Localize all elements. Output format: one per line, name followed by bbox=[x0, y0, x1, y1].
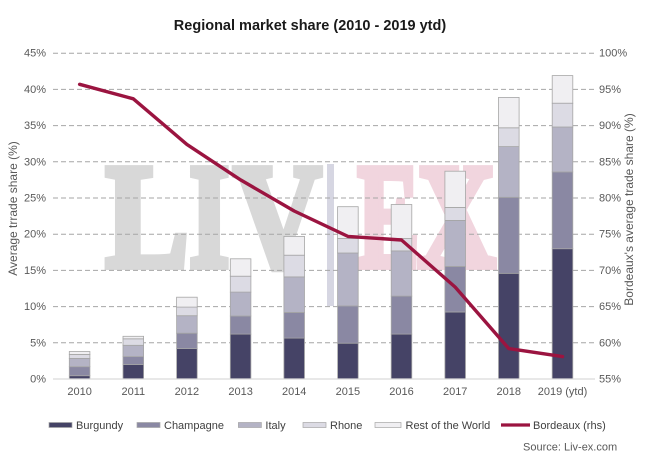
svg-text:35%: 35% bbox=[24, 120, 46, 132]
svg-text:2015: 2015 bbox=[336, 386, 360, 398]
svg-text:2018: 2018 bbox=[497, 386, 521, 398]
svg-text:5%: 5% bbox=[30, 337, 46, 349]
svg-text:Regional market share (2010 -: Regional market share (2010 - 2019 ytd) bbox=[174, 18, 447, 34]
svg-text:55%: 55% bbox=[599, 374, 621, 386]
svg-text:95%: 95% bbox=[599, 84, 621, 96]
svg-text:Bordeaux's average trade share: Bordeaux's average trade share (%) bbox=[622, 113, 636, 305]
svg-text:2017: 2017 bbox=[443, 386, 467, 398]
svg-text:Bordeaux (rhs): Bordeaux (rhs) bbox=[533, 420, 606, 432]
svg-text:2012: 2012 bbox=[175, 386, 199, 398]
svg-text:100%: 100% bbox=[599, 48, 627, 60]
svg-text:65%: 65% bbox=[599, 301, 621, 313]
svg-text:10%: 10% bbox=[24, 301, 46, 313]
svg-text:2019 (ytd): 2019 (ytd) bbox=[538, 386, 588, 398]
svg-text:90%: 90% bbox=[599, 120, 621, 132]
svg-text:2013: 2013 bbox=[228, 386, 252, 398]
svg-text:Source: Liv-ex.com: Source: Liv-ex.com bbox=[523, 442, 617, 454]
svg-text:Rest of the World: Rest of the World bbox=[406, 420, 491, 432]
svg-text:Average trrade share (%): Average trrade share (%) bbox=[6, 141, 20, 276]
svg-text:2011: 2011 bbox=[121, 386, 145, 398]
svg-text:25%: 25% bbox=[24, 193, 46, 205]
svg-text:0%: 0% bbox=[30, 374, 46, 386]
svg-text:2016: 2016 bbox=[389, 386, 413, 398]
svg-text:70%: 70% bbox=[599, 265, 621, 277]
svg-text:15%: 15% bbox=[24, 265, 46, 277]
svg-text:30%: 30% bbox=[24, 156, 46, 168]
svg-text:75%: 75% bbox=[599, 229, 621, 241]
svg-text:L: L bbox=[106, 134, 189, 299]
svg-text:85%: 85% bbox=[599, 156, 621, 168]
svg-text:Champagne: Champagne bbox=[164, 420, 224, 432]
svg-text:20%: 20% bbox=[24, 229, 46, 241]
svg-text:60%: 60% bbox=[599, 337, 621, 349]
svg-text:2014: 2014 bbox=[282, 386, 306, 398]
svg-text:Burgundy: Burgundy bbox=[76, 420, 124, 432]
svg-text:Italy: Italy bbox=[265, 420, 286, 432]
svg-text:Rhone: Rhone bbox=[330, 420, 362, 432]
svg-text:45%: 45% bbox=[24, 48, 46, 60]
svg-text:80%: 80% bbox=[599, 193, 621, 205]
svg-text:2010: 2010 bbox=[67, 386, 91, 398]
svg-text:40%: 40% bbox=[24, 84, 46, 96]
